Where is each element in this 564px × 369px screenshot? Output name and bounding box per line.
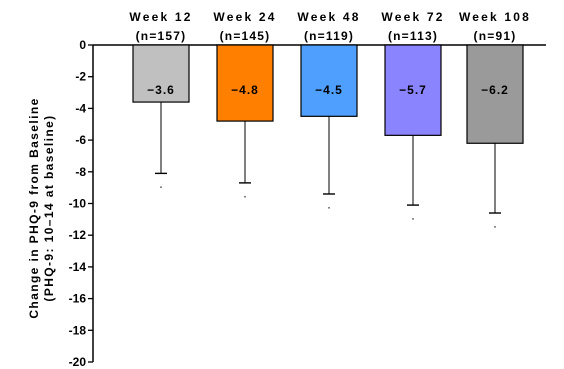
y-tick-label: -10 xyxy=(69,197,87,211)
bar-week-12 xyxy=(132,44,190,103)
category-label: Week 108 xyxy=(459,10,531,24)
bar-week-48 xyxy=(300,44,358,117)
bar-value-label: −5.7 xyxy=(399,83,427,97)
category-label: Week 72 xyxy=(381,10,444,24)
category-label: Week 24 xyxy=(213,10,276,24)
bar-week-108 xyxy=(466,44,524,144)
sample-size-label: (n=145) xyxy=(220,29,271,43)
error-marker-dot xyxy=(494,226,496,228)
error-marker-dot xyxy=(160,186,162,188)
y-tick-label: -6 xyxy=(75,133,86,147)
category-label: Week 12 xyxy=(129,10,192,24)
y-tick-label: -14 xyxy=(69,260,87,274)
y-tick-label: -2 xyxy=(75,70,86,84)
error-marker-dot xyxy=(244,195,246,198)
bar-value-label: −3.6 xyxy=(147,83,175,97)
bar-week-72 xyxy=(384,44,442,136)
y-axis-title-line2: (PHQ-9: 10–14 at baseline) xyxy=(42,114,56,301)
y-tick-label: -20 xyxy=(69,355,87,369)
sample-size-label: (n=157) xyxy=(136,29,187,43)
y-axis-title-line1: Change in PHQ-9 from Baseline xyxy=(27,97,41,318)
y-tick-label: -4 xyxy=(75,101,86,115)
sample-size-label: (n=113) xyxy=(388,29,438,43)
error-marker-dot xyxy=(328,206,330,209)
y-tick-label: -8 xyxy=(75,165,86,179)
y-axis-title: Change in PHQ-9 from Baseline (PHQ-9: 10… xyxy=(27,97,56,318)
sample-size-label: (n=91) xyxy=(474,29,517,43)
error-marker-dot xyxy=(412,218,414,220)
category-label: Week 48 xyxy=(297,10,360,24)
sample-size-label: (n=119) xyxy=(304,29,354,43)
y-tick-label: 0 xyxy=(79,38,86,52)
bar-week-24 xyxy=(216,44,274,122)
bar-value-label: −6.2 xyxy=(481,83,509,97)
bar-value-label: −4.8 xyxy=(231,83,259,97)
y-tick-label: -18 xyxy=(69,323,87,337)
y-tick-label: -16 xyxy=(69,292,87,306)
bar-value-label: −4.5 xyxy=(315,83,343,97)
y-tick-label: -12 xyxy=(69,228,87,242)
plot-area: 0 -2 -4 -6 -8 -10 -12 -14 -16 -18 -20 −3.6 Week 12 (n… xyxy=(69,10,546,369)
